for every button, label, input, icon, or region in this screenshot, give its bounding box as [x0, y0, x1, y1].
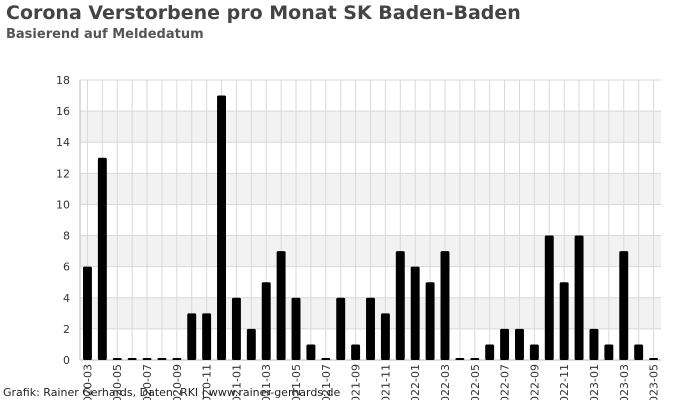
x-tick-label: 2021-05	[290, 364, 303, 400]
bars	[82, 95, 659, 361]
bar-2022-11	[559, 282, 569, 360]
y-tick-label: 16	[56, 105, 70, 118]
x-tick-label: 2020-07	[141, 364, 154, 400]
x-tick-label: 2023-03	[618, 364, 631, 400]
bar-2021-06	[306, 344, 316, 360]
bar-2022-07	[500, 328, 510, 360]
bar-2023-02	[604, 344, 614, 360]
bar-2020-03	[82, 266, 92, 360]
bar-2021-04	[276, 251, 286, 360]
bar-2022-12	[574, 235, 584, 360]
y-axis-ticks: 0 2 4 6 8 10 12 14 16 18	[56, 74, 70, 367]
bar-2020-07	[142, 358, 152, 360]
x-tick-label: 2021-11	[379, 364, 392, 400]
y-tick-label: 18	[56, 74, 70, 87]
gridlines	[79, 79, 661, 361]
bar-2022-09	[529, 344, 539, 360]
bar-2021-01	[231, 297, 241, 360]
bar-2022-08	[515, 328, 524, 360]
x-tick-label: 2020-05	[111, 364, 124, 400]
y-tick-label: 8	[63, 230, 70, 243]
bar-2020-10	[187, 313, 197, 360]
y-tick-label: 4	[63, 292, 70, 305]
y-tick-label: 14	[56, 136, 70, 149]
bar-2020-06	[127, 358, 137, 360]
x-axis-ticks: 2020-03 2020-05 2020-07 2020-09 2020-11 2021-…	[81, 364, 660, 400]
bar-2021-07	[321, 358, 331, 360]
x-tick-label: 2022-09	[528, 364, 541, 400]
bar-2020-04	[97, 157, 107, 360]
bar-2022-05	[470, 358, 480, 360]
x-tick-label: 2021-01	[230, 364, 243, 400]
bar-2022-01	[410, 266, 420, 360]
bar-2020-12	[217, 95, 226, 361]
bar-2021-10	[366, 297, 375, 360]
bar-2021-05	[291, 297, 301, 360]
bar-2023-03	[619, 251, 629, 360]
x-tick-label: 2022-07	[499, 364, 512, 400]
x-tick-label: 2021-07	[320, 364, 333, 400]
bar-2022-06	[485, 344, 495, 360]
x-tick-label: 2022-05	[469, 364, 482, 400]
y-tick-label: 6	[63, 261, 70, 274]
chart-subtitle: Basierend auf Meldedatum	[6, 27, 204, 42]
bar-2023-05	[649, 358, 659, 360]
bar-2021-12	[395, 251, 405, 360]
bar-2020-09	[172, 358, 182, 360]
bar-2020-11	[202, 313, 212, 360]
bar-2022-03	[440, 251, 450, 360]
x-tick-label: 2023-05	[648, 364, 661, 400]
bar-2021-08	[336, 297, 346, 360]
y-tick-label: 12	[56, 167, 70, 180]
bar-2023-04	[634, 344, 644, 360]
x-tick-label: 2020-11	[201, 364, 214, 400]
footer-credit: Grafik: Rainer Gerhards, Daten: RKI | ww…	[3, 386, 341, 399]
bar-2021-11	[380, 313, 390, 360]
y-tick-label: 2	[63, 323, 70, 336]
x-tick-label: 2022-11	[558, 364, 571, 400]
bar-2021-02	[246, 328, 256, 360]
bar-2020-05	[112, 358, 122, 360]
x-tick-label: 2022-01	[409, 364, 422, 400]
bar-2021-09	[351, 344, 361, 360]
x-tick-label: 2022-03	[439, 364, 452, 400]
x-tick-label: 2020-03	[81, 364, 94, 400]
y-tick-label: 10	[56, 198, 70, 211]
x-tick-label: 2021-03	[260, 364, 273, 400]
x-tick-label: 2023-01	[588, 364, 601, 400]
x-tick-label: 2020-09	[171, 364, 184, 400]
x-tick-label: 2021-09	[350, 364, 363, 400]
bar-2022-04	[455, 358, 465, 360]
bar-2021-03	[261, 282, 271, 360]
y-tick-label: 0	[63, 354, 70, 367]
chart-title: Corona Verstorbene pro Monat SK Baden-Ba…	[6, 2, 521, 24]
bar-2022-10	[544, 235, 554, 360]
bar-2023-01	[589, 328, 599, 360]
bar-2022-02	[425, 282, 435, 360]
bar-2020-08	[157, 358, 167, 360]
